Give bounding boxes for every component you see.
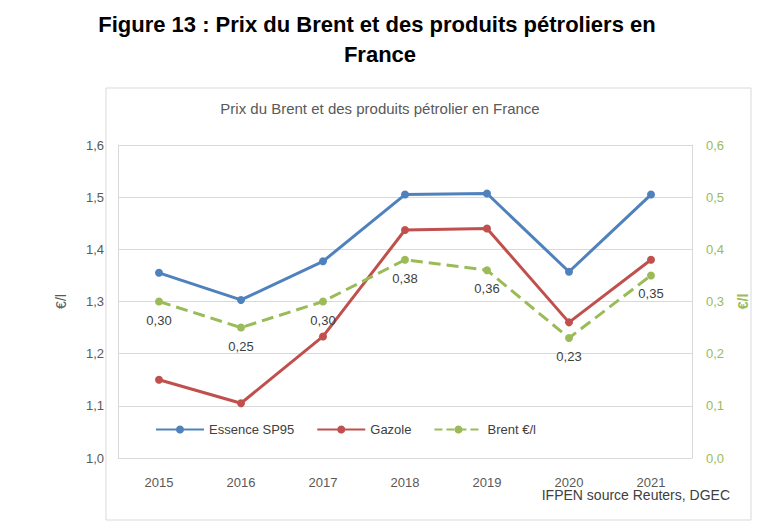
svg-text:0,2: 0,2: [706, 346, 724, 361]
svg-text:0,25: 0,25: [228, 339, 253, 354]
svg-text:1,2: 1,2: [86, 346, 104, 361]
svg-text:0,38: 0,38: [392, 271, 417, 286]
svg-text:Gazole: Gazole: [370, 422, 411, 437]
svg-text:2021: 2021: [637, 475, 666, 490]
svg-text:0,35: 0,35: [638, 286, 663, 301]
svg-text:2019: 2019: [473, 475, 502, 490]
svg-text:Essence SP95: Essence SP95: [209, 422, 294, 437]
svg-text:0,30: 0,30: [310, 313, 335, 328]
svg-text:1,4: 1,4: [86, 242, 104, 257]
svg-text:Brent €/l: Brent €/l: [487, 422, 536, 437]
svg-text:2017: 2017: [309, 475, 338, 490]
svg-text:0,30: 0,30: [146, 313, 171, 328]
svg-text:2015: 2015: [145, 475, 174, 490]
svg-text:€/l: €/l: [53, 294, 69, 309]
svg-text:France: France: [344, 42, 416, 67]
svg-text:IFPEN source Reuters, DGEC: IFPEN source Reuters, DGEC: [541, 487, 730, 503]
svg-text:0,4: 0,4: [706, 242, 724, 257]
svg-text:2018: 2018: [391, 475, 420, 490]
svg-text:0,36: 0,36: [474, 281, 499, 296]
svg-text:0,3: 0,3: [706, 294, 724, 309]
svg-text:1,3: 1,3: [86, 294, 104, 309]
svg-text:1,6: 1,6: [86, 138, 104, 153]
svg-text:0,5: 0,5: [706, 190, 724, 205]
svg-text:1,0: 1,0: [86, 451, 104, 466]
svg-text:Prix du Brent et des produits: Prix du Brent et des produits pétrolier …: [220, 100, 539, 117]
svg-text:1,5: 1,5: [86, 190, 104, 205]
svg-text:0,1: 0,1: [706, 398, 724, 413]
svg-text:2016: 2016: [227, 475, 256, 490]
svg-text:0,6: 0,6: [706, 138, 724, 153]
svg-text:Figure 13 : Prix du Brent et d: Figure 13 : Prix du Brent et des produit…: [98, 12, 662, 37]
svg-text:2020: 2020: [555, 475, 584, 490]
svg-text:0,23: 0,23: [556, 349, 581, 364]
svg-text:1,1: 1,1: [86, 398, 104, 413]
svg-text:€/l: €/l: [735, 294, 751, 310]
svg-text:0,0: 0,0: [706, 451, 724, 466]
